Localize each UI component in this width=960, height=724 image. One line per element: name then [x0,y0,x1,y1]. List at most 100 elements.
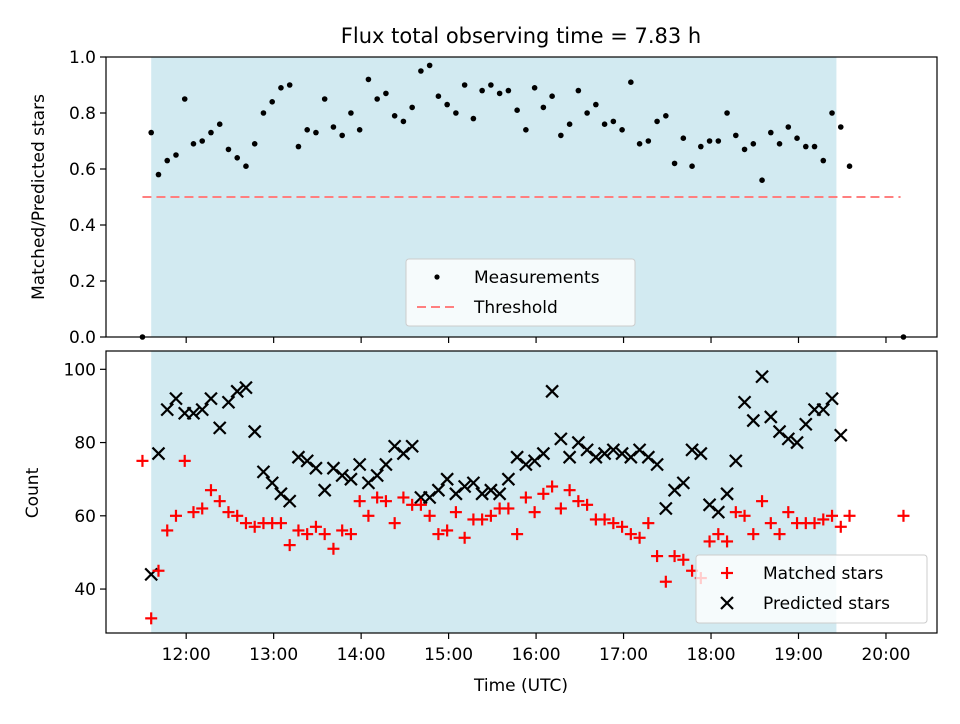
measurement-point [418,68,424,74]
measurement-point [321,96,328,102]
matched-star-point [554,502,567,515]
predicted-star-point [282,494,297,508]
predicted-star-point [729,454,743,468]
measurement-point [348,110,354,116]
matched-star-point [353,495,366,508]
top-panel: 0.0 0.2 0.4 0.6 0.8 1.0 Matched/Predicted sta… [29,48,938,348]
bottom-y-tick-label: 40 [74,580,96,600]
predicted-star-point [650,457,664,472]
top-y-tick-label: 1.0 [69,48,96,68]
top-y-tick-label: 0.4 [69,216,96,236]
bottom-y-tick-label: 60 [74,507,96,527]
predicted-star-point [825,391,839,406]
measurement-point [654,118,660,125]
bottom-plot-frame [105,350,938,634]
measurement-point [601,121,608,127]
measurement-point [383,90,389,97]
predicted-star-point [536,446,551,461]
measurement-point [199,138,206,144]
measurement-point [173,152,179,158]
top-y-axis: 0.0 0.2 0.4 0.6 0.8 1.0 [69,48,106,348]
matched-star-point [642,517,655,530]
matched-star-point [187,506,200,519]
predicted-star-point [545,384,559,399]
measurement-point [286,82,293,88]
matched-star-point [362,509,375,522]
x-tick-label: 16:00 [512,645,561,665]
measurement-point [820,157,827,164]
predicted-star-point [379,457,393,472]
measurement-point [768,129,774,136]
predicted-star-point [247,424,262,439]
measurement-point [759,177,765,183]
predicted-star-point [694,446,708,461]
matched-star-point [897,509,910,522]
matched-star-point [677,553,690,566]
x-tick-label: 14:00 [337,645,386,665]
legend-marker-matched [721,567,733,579]
measurement-point [479,87,485,94]
measurement-points [139,62,907,340]
predicted-star-point [799,417,813,432]
matched-star-point [616,520,629,533]
measurement-point [260,110,267,116]
measurement-point [671,160,678,167]
top-y-tick-label: 0.6 [69,160,96,180]
measurement-point [496,90,503,97]
measurement-point [750,141,757,147]
matched-star-point [764,517,777,530]
matched-star-point [484,509,497,522]
predicted-star-point [195,402,209,417]
legend-label-measurements: Measurements [474,268,600,288]
measurement-point [514,107,520,113]
matched-star-point [441,524,454,537]
matched-star-point [239,517,252,530]
measurement-point [794,135,800,141]
measurement-point [846,163,853,169]
predicted-star-point [317,483,332,497]
top-plot-frame [105,56,938,338]
measurement-point [811,143,818,150]
matched-star-point [432,528,445,541]
predicted-star-point [344,472,358,486]
predicted-star-point [781,432,796,446]
matched-star-point [773,528,786,541]
predicted-star-point [431,483,446,497]
measurement-point [689,163,695,169]
matched-star-point [136,454,149,467]
measurement-point [251,141,258,147]
measurement-point [488,82,494,88]
x-tick-label: 12:00 [162,645,211,665]
measurement-point [330,124,337,130]
matched-star-point [423,509,436,522]
matched-star-point [581,498,594,511]
predicted-star-point [597,446,612,461]
measurement-point [540,104,547,111]
top-y-tick-label: 0.2 [69,272,96,292]
predicted-star-point [457,479,472,494]
measurement-point [776,141,783,147]
matched-stars-points [136,454,910,625]
predicted-star-point [746,413,761,428]
predicted-stars-points [144,369,848,582]
x-axis-label: Time (UTC) [473,676,568,696]
measurement-point [663,113,669,119]
predicted-star-point [352,457,367,472]
predicted-star-point [212,421,227,435]
matched-star-point [519,491,532,504]
measurement-point [531,85,538,91]
matched-star-point [607,517,620,530]
matched-star-point [458,531,471,544]
matched-star-point [624,528,637,541]
matched-star-point [388,517,401,530]
figure-title: Flux total observing time = 7.83 h [341,24,701,48]
matched-star-point [344,528,357,541]
measurement-point [155,171,162,178]
measurement-point [269,99,276,105]
matched-star-point [204,484,217,497]
measurement-point [724,110,730,116]
measurement-point [741,146,748,153]
measurement-point [243,163,249,169]
top-y-tick-label: 0.0 [69,328,96,348]
predicted-star-point [676,476,691,490]
